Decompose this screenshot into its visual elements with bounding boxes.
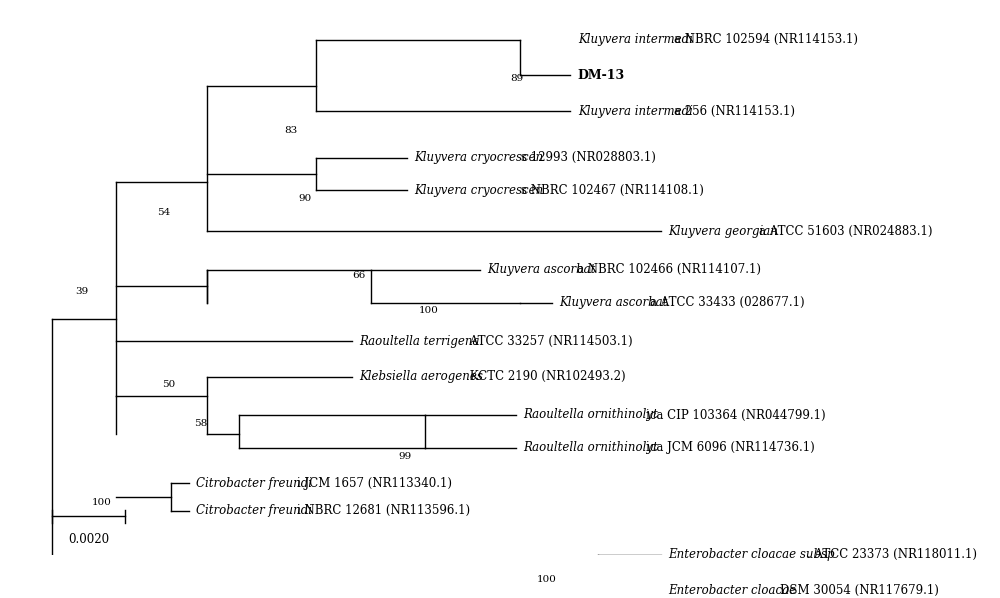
- Text: . ATCC 23373 (NR118011.1): . ATCC 23373 (NR118011.1): [807, 548, 977, 561]
- Text: i JCM 1657 (NR113340.1): i JCM 1657 (NR113340.1): [297, 477, 452, 490]
- Text: Citrobacter freundi: Citrobacter freundi: [196, 504, 312, 517]
- Text: 83: 83: [285, 126, 298, 135]
- Text: a NBRC 102466 (NR114107.1): a NBRC 102466 (NR114107.1): [577, 263, 761, 276]
- Text: a ATCC 33433 (028677.1): a ATCC 33433 (028677.1): [650, 296, 805, 309]
- Text: Raoultella ornithinolyt: Raoultella ornithinolyt: [523, 441, 658, 454]
- Text: 66: 66: [353, 271, 366, 280]
- Text: Kluyvera cryocrescen: Kluyvera cryocrescen: [414, 151, 543, 164]
- Text: a 256 (NR114153.1): a 256 (NR114153.1): [674, 105, 795, 117]
- Text: Kluyvera intermedi: Kluyvera intermedi: [578, 33, 693, 46]
- Text: 50: 50: [162, 380, 175, 389]
- Text: ica JCM 6096 (NR114736.1): ica JCM 6096 (NR114736.1): [646, 441, 814, 454]
- Text: 58: 58: [194, 419, 207, 428]
- Text: 54: 54: [157, 208, 171, 217]
- Text: 99: 99: [398, 451, 411, 460]
- Text: s 12993 (NR028803.1): s 12993 (NR028803.1): [521, 151, 655, 164]
- Text: DM-13: DM-13: [578, 69, 625, 82]
- Text: Enterobacter cloacae subsp: Enterobacter cloacae subsp: [669, 548, 835, 561]
- Text: 100: 100: [537, 575, 557, 584]
- Text: Kluyvera intermedi: Kluyvera intermedi: [578, 105, 693, 117]
- Text: DSM 30054 (NR117679.1): DSM 30054 (NR117679.1): [780, 584, 939, 597]
- Text: ica CIP 103364 (NR044799.1): ica CIP 103364 (NR044799.1): [646, 408, 825, 422]
- Text: Kluyvera ascorbat: Kluyvera ascorbat: [560, 296, 668, 309]
- Text: Kluyvera ascorbat: Kluyvera ascorbat: [487, 263, 595, 276]
- Text: ATCC 33257 (NR114503.1): ATCC 33257 (NR114503.1): [466, 334, 633, 347]
- Text: 90: 90: [298, 194, 311, 203]
- Text: 0.0020: 0.0020: [68, 533, 109, 546]
- Text: 100: 100: [419, 306, 439, 315]
- Text: Kluyvera cryocrescen: Kluyvera cryocrescen: [414, 184, 543, 197]
- Text: 89: 89: [510, 74, 523, 83]
- Text: Raoultella terrigena: Raoultella terrigena: [360, 334, 480, 347]
- Text: s NBRC 102467 (NR114108.1): s NBRC 102467 (NR114108.1): [521, 184, 703, 197]
- Text: Kluyvera georgian: Kluyvera georgian: [669, 225, 779, 238]
- Text: Citrobacter freundi: Citrobacter freundi: [196, 477, 312, 490]
- Text: 100: 100: [92, 498, 111, 507]
- Text: Raoultella ornithinolyt: Raoultella ornithinolyt: [523, 408, 658, 422]
- Text: i NBRC 12681 (NR113596.1): i NBRC 12681 (NR113596.1): [297, 504, 470, 517]
- Text: Enterobacter cloacae: Enterobacter cloacae: [669, 584, 801, 597]
- Text: a NBRC 102594 (NR114153.1): a NBRC 102594 (NR114153.1): [674, 33, 858, 46]
- Text: KCTC 2190 (NR102493.2): KCTC 2190 (NR102493.2): [466, 370, 626, 383]
- Text: a ATCC 51603 (NR024883.1): a ATCC 51603 (NR024883.1): [759, 225, 933, 238]
- Text: Klebsiella aerogenes: Klebsiella aerogenes: [360, 370, 483, 383]
- Text: 39: 39: [75, 287, 89, 296]
